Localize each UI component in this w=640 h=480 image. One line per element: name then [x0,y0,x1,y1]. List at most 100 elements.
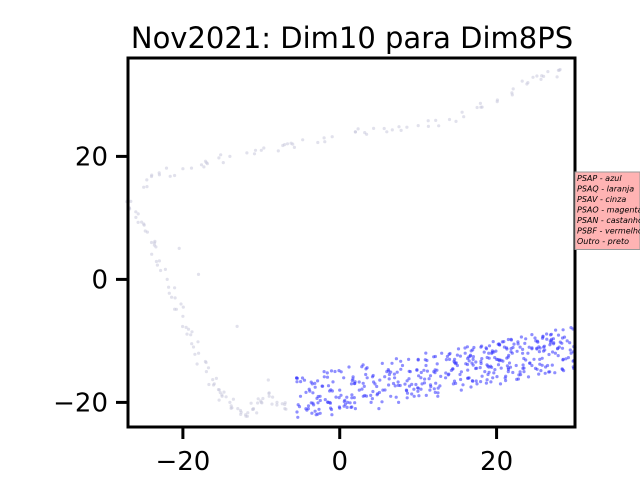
data-point [521,347,525,351]
data-point [515,377,519,381]
data-point [461,383,465,387]
data-point [540,356,544,360]
data-point [518,370,522,374]
data-point [292,145,296,149]
data-point [399,128,403,132]
data-point [444,371,448,375]
data-point [280,402,284,406]
data-point [560,341,564,345]
legend-entry: PSAN - castanho [577,216,640,225]
data-point [400,363,405,368]
data-point [478,366,482,370]
data-point [284,407,288,411]
data-point [393,384,397,388]
data-point [267,394,271,398]
data-point [417,394,421,398]
data-point [428,388,432,392]
data-point [465,345,469,349]
data-point [330,413,334,417]
data-point [181,324,185,329]
data-point [313,409,317,413]
data-point [558,67,562,72]
data-point [475,105,479,110]
data-point [316,140,320,145]
data-point [369,400,373,404]
data-point [506,366,510,370]
data-point [304,390,308,394]
data-point [313,385,317,389]
data-point [310,411,314,415]
data-point [289,141,293,145]
data-point [155,263,159,267]
legend-entry: PSAO - magenta [577,206,640,215]
data-point [424,351,428,355]
data-point [184,325,188,329]
data-point [204,370,208,374]
data-point [549,341,553,345]
data-point [330,389,334,393]
data-point [434,381,438,385]
data-point [157,259,161,263]
data-point [393,376,397,380]
data-point [275,403,279,407]
data-point [403,382,407,386]
data-point [458,354,462,358]
data-point [298,394,303,398]
data-point [530,346,534,350]
data-point [425,369,429,373]
data-point [533,336,537,340]
data-point [484,381,488,385]
data-point [407,377,411,381]
data-point [145,185,149,189]
data-point [329,406,333,410]
data-point [519,335,524,339]
data-point [173,296,177,300]
data-point [538,346,542,350]
data-point [353,401,357,405]
data-point [313,381,317,385]
data-point [495,375,499,379]
data-point [535,367,539,371]
data-point [387,372,391,377]
data-point [407,357,411,361]
data-point [569,326,573,330]
data-point [375,384,379,389]
data-point [427,377,431,381]
data-point [197,351,201,355]
data-point [531,75,535,79]
data-point [407,384,412,388]
data-point [551,350,555,354]
data-point [377,390,381,395]
data-point [538,362,542,366]
data-point [338,406,342,410]
data-point [566,356,571,360]
data-point [154,259,158,264]
data-point [519,373,523,377]
data-point [262,146,266,150]
data-point [399,359,403,363]
data-point [363,393,367,398]
data-point [428,383,433,387]
data-point [145,178,149,182]
data-point [493,368,497,372]
data-point [512,342,516,346]
data-point [136,220,140,224]
series-1 [125,67,562,418]
data-point [300,376,305,380]
data-point [412,387,416,391]
data-point [396,383,400,387]
data-point [353,407,357,411]
data-point [371,389,375,394]
data-point [193,352,197,356]
data-point [539,77,543,81]
data-point [377,407,381,411]
data-point [453,361,457,365]
data-point [555,75,559,79]
data-point [206,366,211,370]
data-point [345,395,349,399]
data-point [142,185,146,189]
data-point [480,344,484,348]
data-point [434,118,438,122]
data-point [407,369,411,373]
